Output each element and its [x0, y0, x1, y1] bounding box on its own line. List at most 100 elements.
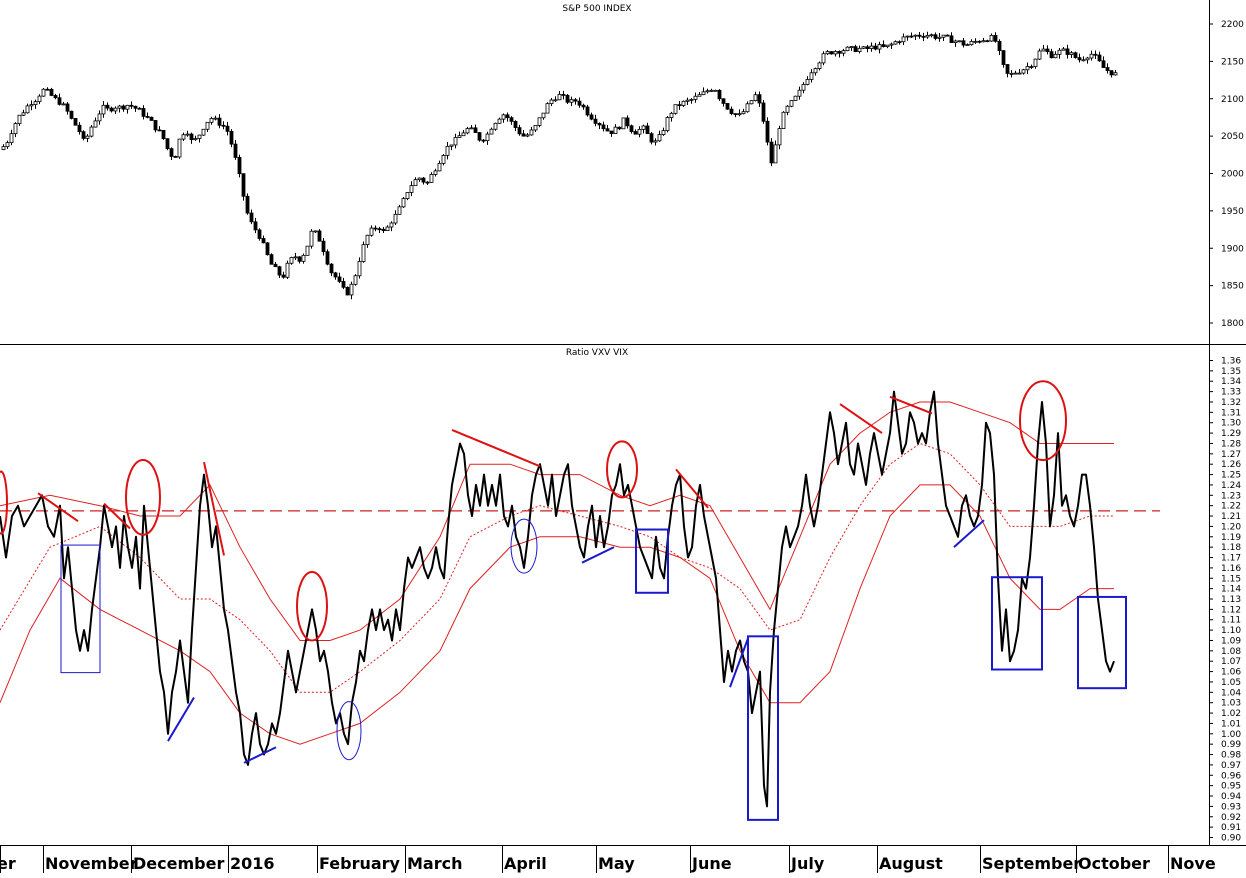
candle-body — [445, 145, 450, 156]
candle-body — [361, 244, 366, 262]
candle-body — [965, 44, 970, 47]
candle-body — [677, 104, 682, 107]
candle-body — [837, 50, 842, 54]
candle-body — [749, 100, 754, 105]
candle-body — [941, 34, 946, 38]
candle-body — [21, 112, 26, 116]
candle-body — [297, 256, 302, 262]
candle-body — [641, 125, 646, 130]
candle-body — [1105, 67, 1110, 71]
top-ytick-label: 2050 — [1221, 132, 1244, 142]
candle-body — [613, 126, 618, 134]
candle-body — [521, 133, 526, 137]
candle-body — [465, 128, 470, 134]
top-ytick-label: 2150 — [1221, 57, 1244, 67]
candle-body — [905, 35, 910, 38]
candle-body — [785, 105, 790, 113]
candle-body — [849, 46, 854, 48]
bottom-ytick-label: 0.91 — [1221, 823, 1241, 833]
bottom-ytick-label: 1.00 — [1221, 730, 1241, 740]
candle-body — [185, 133, 190, 136]
candle-body — [649, 133, 654, 143]
candle-body — [1013, 72, 1018, 75]
bottom-ytick-label: 1.35 — [1221, 367, 1241, 377]
candle-body — [473, 127, 478, 133]
month-label: August — [879, 854, 943, 873]
candle-body — [717, 89, 722, 100]
top-ytick-label: 1800 — [1221, 319, 1244, 329]
bottom-ytick-label: 1.09 — [1221, 636, 1241, 646]
candle-body — [893, 41, 898, 45]
candle-body — [221, 124, 226, 127]
bottom-ytick-label: 1.16 — [1221, 564, 1241, 574]
candle-body — [701, 91, 706, 96]
candle-body — [569, 99, 574, 103]
candle-body — [65, 103, 70, 112]
candle-body — [13, 123, 18, 135]
candle-body — [37, 95, 42, 103]
candle-body — [821, 53, 826, 64]
bottom-ytick-label: 0.94 — [1221, 792, 1241, 802]
bottom-ytick-label: 1.26 — [1221, 460, 1241, 470]
candle-body — [353, 275, 358, 285]
candle-body — [429, 174, 434, 183]
candle-body — [337, 276, 342, 282]
candle-body — [245, 195, 250, 214]
sp500-title: S&P 500 INDEX — [562, 4, 631, 14]
bottom-ytick-label: 1.02 — [1221, 709, 1241, 719]
candle-body — [257, 229, 262, 239]
candle-body — [285, 262, 290, 278]
candle-body — [513, 120, 518, 129]
candle-body — [1109, 70, 1114, 76]
candle-body — [1001, 50, 1006, 65]
blue-rectangle — [747, 635, 779, 821]
candle-body — [217, 117, 222, 126]
candle-body — [485, 133, 490, 142]
month-label: December — [133, 854, 224, 873]
candle-body — [633, 131, 638, 135]
month-label: November — [45, 854, 138, 873]
candle-body — [593, 118, 598, 124]
candle-body — [825, 51, 830, 55]
upper-band-line — [0, 401, 1114, 641]
top-ytick-label: 2200 — [1221, 20, 1244, 30]
bottom-ytick-label: 1.01 — [1221, 719, 1241, 729]
candle-body — [733, 113, 738, 116]
candle-body — [1101, 60, 1106, 68]
candle-body — [653, 140, 658, 143]
bottom-ytick-label: 1.31 — [1221, 408, 1241, 418]
candle-body — [469, 127, 474, 130]
candle-body — [781, 111, 786, 129]
bottom-ytick-label: 1.23 — [1221, 491, 1241, 501]
candle-body — [25, 105, 30, 114]
candle-body — [1057, 49, 1062, 55]
candle-body — [421, 177, 426, 183]
candle-body — [1069, 52, 1074, 55]
candle-body — [897, 41, 902, 44]
red-trend-line — [103, 502, 131, 530]
candle-body — [517, 127, 522, 135]
candle-body — [73, 117, 78, 126]
month-label: March — [407, 854, 462, 873]
candle-body — [249, 212, 254, 223]
candle-body — [333, 272, 338, 278]
month-label: June — [691, 854, 732, 873]
candle-body — [181, 134, 186, 140]
bottom-ytick-label: 0.96 — [1221, 771, 1241, 781]
candle-body — [957, 40, 962, 43]
candle-body — [1041, 48, 1046, 52]
candle-body — [745, 103, 750, 113]
candle-body — [969, 41, 974, 46]
month-label: September — [982, 854, 1081, 873]
candle-body — [685, 99, 690, 102]
candle-body — [133, 105, 138, 109]
candle-body — [461, 132, 466, 137]
candle-body — [265, 242, 270, 256]
candle-body — [545, 103, 550, 114]
candle-body — [1017, 72, 1022, 75]
candle-body — [721, 98, 726, 104]
bottom-ytick-label: 0.97 — [1221, 761, 1241, 771]
candle-body — [281, 274, 286, 278]
candle-body — [581, 104, 586, 108]
candle-body — [921, 35, 926, 38]
